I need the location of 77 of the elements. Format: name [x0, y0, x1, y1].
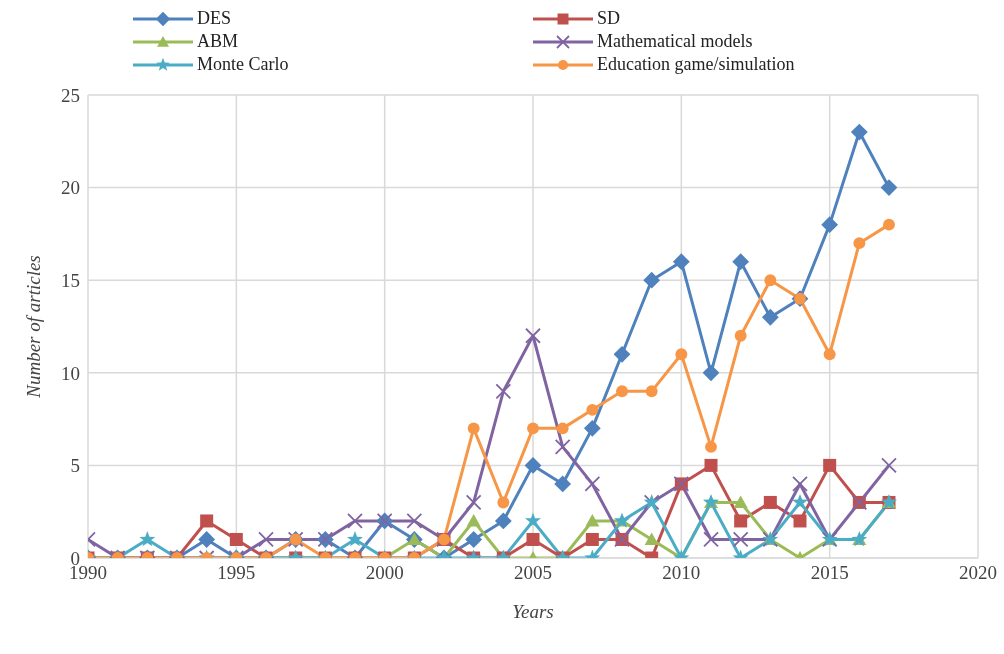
x-tick-label: 2005	[514, 562, 552, 584]
point	[406, 513, 423, 529]
point	[792, 494, 808, 510]
point	[703, 531, 719, 548]
point	[526, 532, 540, 546]
point	[200, 514, 214, 528]
point	[584, 476, 601, 492]
point	[823, 348, 836, 361]
y-tick-label: 20	[61, 177, 80, 199]
point	[850, 123, 868, 141]
point	[853, 237, 866, 250]
point	[583, 419, 601, 437]
legend-label: SD	[597, 8, 621, 29]
y-tick-label: 10	[61, 362, 80, 384]
legend-label: DES	[197, 8, 232, 29]
x-tick-label: 1995	[217, 562, 256, 584]
y-axis-title: Number of articles	[22, 255, 44, 399]
point	[466, 513, 481, 527]
point	[763, 495, 777, 509]
point	[793, 514, 807, 528]
point	[702, 364, 720, 382]
point	[733, 495, 748, 509]
point	[821, 216, 839, 234]
legend-label: ABM	[197, 31, 239, 52]
point	[347, 531, 363, 547]
point	[495, 383, 512, 400]
point	[881, 457, 897, 474]
point	[643, 271, 661, 289]
point	[556, 422, 569, 435]
point	[880, 179, 898, 196]
point	[139, 531, 156, 547]
x-tick-label: 2000	[365, 562, 404, 584]
point	[732, 253, 750, 271]
point	[586, 403, 599, 416]
point	[645, 385, 658, 398]
point	[823, 458, 837, 472]
point	[198, 531, 216, 548]
point	[644, 532, 659, 546]
point	[229, 532, 243, 546]
point	[732, 531, 749, 548]
y-tick-label: 25	[61, 84, 80, 106]
point	[465, 531, 483, 548]
point	[524, 457, 542, 474]
point	[675, 348, 688, 361]
point	[734, 514, 748, 528]
y-tick-label: 15	[61, 269, 80, 291]
point	[613, 345, 631, 363]
x-axis-title: Years	[512, 601, 554, 622]
point	[527, 422, 539, 435]
point	[705, 440, 717, 453]
legend-label: Education game/simulation	[597, 54, 795, 75]
point	[554, 475, 572, 493]
x-tick-label: 2015	[810, 562, 849, 584]
point	[467, 422, 480, 435]
point	[258, 531, 274, 548]
point	[883, 218, 895, 231]
point	[616, 385, 628, 398]
point	[525, 512, 541, 528]
point	[792, 476, 808, 492]
point	[585, 513, 600, 527]
legend-label: Monte Carlo	[197, 54, 289, 75]
point	[497, 496, 510, 509]
legend-label: Mathematical models	[597, 31, 753, 52]
point	[525, 327, 541, 344]
point	[554, 438, 571, 455]
point	[734, 329, 747, 342]
point	[585, 532, 599, 546]
point	[672, 253, 690, 271]
y-tick-label: 5	[70, 455, 80, 477]
point	[764, 274, 777, 287]
x-tick-label: 2020	[959, 562, 997, 584]
point	[494, 512, 512, 530]
point	[347, 513, 363, 529]
x-tick-label: 2010	[662, 562, 701, 584]
point	[704, 458, 718, 472]
point	[761, 308, 779, 326]
point	[465, 494, 482, 511]
